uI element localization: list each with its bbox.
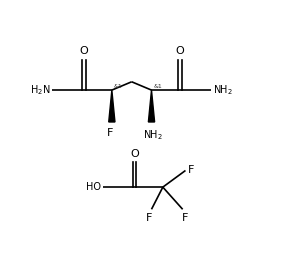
Text: HO: HO: [86, 182, 101, 192]
Text: &1: &1: [114, 84, 123, 89]
Text: F: F: [146, 213, 152, 223]
Text: H$_2$N: H$_2$N: [30, 83, 50, 97]
Text: O: O: [79, 46, 88, 56]
Text: O: O: [175, 46, 184, 56]
Text: F: F: [182, 213, 189, 223]
Text: F: F: [107, 128, 114, 138]
Text: &1: &1: [154, 84, 162, 89]
Text: O: O: [130, 149, 139, 159]
Text: NH$_2$: NH$_2$: [143, 128, 163, 142]
Text: F: F: [188, 165, 194, 176]
Text: NH$_2$: NH$_2$: [213, 83, 233, 97]
Polygon shape: [109, 90, 115, 122]
Polygon shape: [148, 90, 155, 122]
